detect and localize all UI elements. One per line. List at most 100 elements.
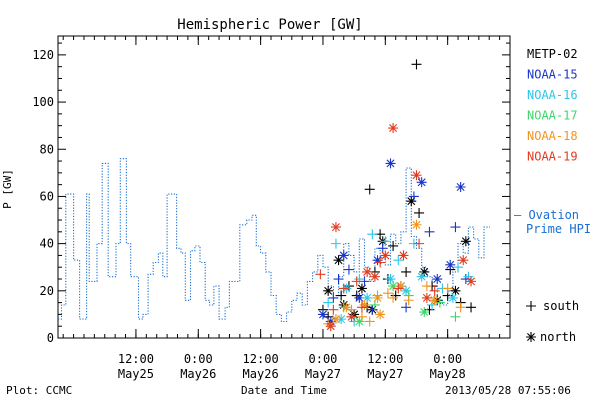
south-point (377, 243, 388, 254)
x-tick-label: 12:00 (367, 352, 403, 366)
south-point (450, 311, 461, 322)
south-point (463, 271, 474, 282)
plot-credit: Plot: CCMC (6, 384, 72, 397)
y-tick-label: 20 (40, 284, 54, 298)
x-tick-label: 0:00 (433, 352, 462, 366)
y-tick-label: 60 (40, 189, 54, 203)
north-point (411, 170, 422, 181)
south-point (382, 288, 393, 299)
south-point (388, 292, 399, 303)
ovation-prime-hpi-line (58, 158, 491, 323)
legend-item-noaa-19: NOAA-19 (527, 150, 578, 164)
south-point (401, 266, 412, 277)
ovation-layer (58, 158, 491, 323)
x-axis-label: Date and Time (241, 384, 327, 397)
legend-item-metp-02: METP-02 (527, 47, 578, 61)
x-tick-date-label: May26 (243, 367, 279, 381)
south-point (330, 238, 341, 249)
north-point (450, 285, 461, 296)
south-point (364, 184, 375, 195)
north-point (429, 295, 440, 306)
y-tick-label: 100 (32, 95, 54, 109)
north-point (455, 182, 466, 192)
north-point (375, 309, 386, 320)
south-point (414, 238, 425, 249)
axes: 02040608010012012:00May250:00May2612:00M… (32, 36, 511, 381)
south-point (427, 299, 438, 310)
y-axis-label-group: P [GW] (1, 169, 14, 209)
south-point (421, 281, 432, 292)
legend-ovation-line1: — Ovation (514, 208, 579, 222)
south-point (336, 290, 347, 301)
south-point (380, 236, 391, 247)
x-tick-label: 12:00 (118, 352, 154, 366)
south-point (450, 222, 461, 233)
legend-item-noaa-18: NOAA-18 (527, 129, 578, 143)
y-axis-label: P [GW] (1, 169, 14, 209)
south-point (343, 264, 354, 275)
south-point (393, 283, 404, 294)
legend-item-noaa-17: NOAA-17 (527, 109, 578, 123)
south-point (393, 255, 404, 266)
north-point (362, 292, 373, 303)
north-point (395, 281, 406, 292)
south-point (328, 292, 339, 303)
south-point (442, 283, 453, 294)
south-point (453, 262, 464, 273)
legend-north-label: north (540, 330, 576, 344)
north-point (401, 285, 412, 296)
north-point (419, 266, 430, 277)
x-tick-date-label: May28 (430, 367, 466, 381)
legend-plus-marker (526, 301, 536, 311)
south-point (315, 269, 326, 280)
north-point (406, 196, 417, 207)
north-point (372, 255, 383, 266)
north-point (317, 309, 328, 320)
north-point (466, 276, 477, 287)
south-point (375, 257, 386, 268)
north-point (416, 177, 427, 188)
south-point (388, 240, 399, 251)
x-tick-date-label: May27 (367, 367, 403, 381)
x-tick-date-label: May27 (305, 367, 341, 381)
north-point (362, 266, 373, 277)
north-point (388, 281, 399, 292)
south-point (455, 302, 466, 313)
south-point (466, 302, 477, 313)
north-point (445, 259, 456, 270)
plot-timestamp: 2013/05/28 07:55:06 (445, 384, 571, 397)
x-tick-label: 0:00 (309, 352, 338, 366)
north-point (385, 274, 396, 285)
y-tick-label: 0 (47, 331, 54, 345)
series-noaa-16 (323, 229, 474, 327)
south-point (414, 207, 425, 218)
x-tick-label: 0:00 (184, 352, 213, 366)
legend: METP-02 NOAA-15 NOAA-16 NOAA-17 NOAA-18 NOAA-… (514, 47, 591, 344)
north-point (359, 299, 370, 310)
x-tick-date-label: May26 (180, 367, 216, 381)
north-point (419, 307, 430, 318)
south-point (424, 226, 435, 237)
south-point (356, 311, 367, 322)
south-point (390, 290, 401, 301)
north-point (330, 222, 341, 233)
north-point (398, 250, 409, 261)
north-point (458, 255, 469, 266)
legend-south-label: south (543, 299, 579, 313)
south-point (338, 283, 349, 294)
south-point (401, 302, 412, 313)
south-point (403, 295, 414, 306)
south-point (351, 276, 362, 287)
y-tick-label: 80 (40, 142, 54, 156)
north-point (380, 250, 391, 261)
north-point (432, 274, 443, 285)
north-point (338, 250, 349, 261)
north-point (447, 292, 458, 303)
series-noaa-17 (338, 281, 461, 327)
south-point (408, 191, 419, 202)
north-point (356, 283, 367, 294)
chart-title: Hemispheric Power [GW] (177, 17, 362, 33)
y-tick-label: 120 (32, 48, 54, 62)
legend-ovation-line2: Prime HPI (526, 222, 591, 236)
